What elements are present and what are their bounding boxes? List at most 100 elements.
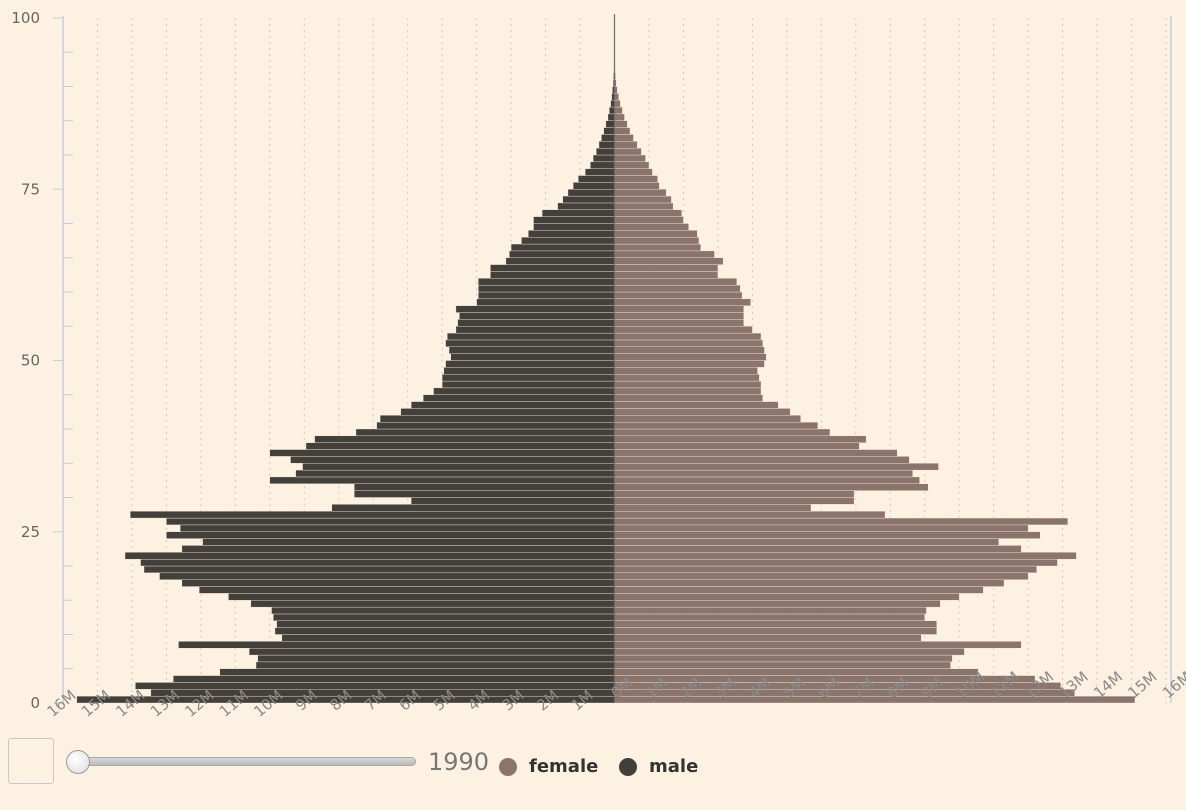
legend-item-male[interactable]: male: [619, 755, 709, 779]
male-bar-age-21: [124, 552, 615, 560]
female-bar-age-40: [614, 421, 819, 430]
male-bar-age-68: [528, 230, 615, 238]
male-bar-age-13: [271, 606, 615, 615]
year-slider-track[interactable]: [72, 757, 416, 766]
female-bar-age-11: [614, 620, 937, 628]
male-bar-age-66: [510, 243, 615, 252]
male-bar-age-52: [445, 339, 615, 347]
male-bar-age-50: [450, 353, 615, 361]
legend-dot-female: [499, 758, 517, 776]
male-bar-age-10: [274, 627, 615, 635]
male-bar-age-18: [159, 572, 615, 580]
male-bar-age-14: [250, 600, 615, 608]
male-bar-age-83: [603, 127, 615, 135]
female-bar-age-29: [614, 497, 855, 505]
male-bar-age-32: [269, 476, 615, 484]
x-tick-label-right-16M: 16M: [1159, 668, 1186, 702]
male-bar-age-60: [478, 284, 615, 293]
male-bar-age-24: [166, 531, 615, 539]
legend-dot-male: [619, 758, 637, 776]
female-bar-age-21: [614, 552, 1077, 560]
male-bar-age-35: [290, 456, 615, 464]
female-bar-age-41: [614, 415, 801, 423]
female-bar-age-52: [614, 339, 763, 347]
male-bar-age-5: [255, 661, 615, 669]
female-bar-age-13: [614, 606, 927, 615]
female-bar-age-5: [614, 661, 951, 669]
female-bar-age-51: [614, 346, 765, 354]
male-bar-age-71: [541, 209, 615, 217]
female-bar-age-35: [614, 456, 910, 464]
y-tick-label-50: 50: [21, 352, 40, 370]
female-bar-age-74: [614, 189, 667, 197]
female-bar-age-8: [614, 641, 1022, 649]
male-bar-age-7: [248, 648, 615, 656]
male-bar-age-17: [181, 579, 615, 587]
male-bar-age-76: [578, 175, 615, 183]
female-bar-age-60: [614, 284, 741, 293]
y-axis-tick-labels: 0 25 50 75 100: [11, 9, 40, 712]
female-bar-age-66: [614, 243, 701, 252]
male-bar-age-30: [354, 490, 615, 498]
female-bar-age-53: [614, 332, 762, 341]
male-bar-age-28: [331, 504, 615, 512]
male-bar-age-29: [410, 497, 615, 505]
female-bar-age-71: [614, 209, 682, 217]
female-bar-age-14: [614, 600, 941, 608]
female-bar-age-83: [614, 127, 631, 135]
female-bar-age-6: [614, 654, 953, 663]
male-bar-age-11: [276, 620, 615, 628]
female-bar-age-38: [614, 435, 867, 443]
female-bar-age-58: [614, 298, 751, 306]
male-bar-age-15: [228, 593, 615, 601]
male-bar-age-27: [130, 511, 615, 519]
x-tick-label-left-14M: 14M: [112, 686, 148, 720]
male-bar-age-22: [181, 545, 615, 553]
male-bar-age-70: [533, 216, 615, 224]
female-bar-age-49: [614, 360, 765, 368]
male-bar-age-41: [379, 415, 615, 423]
male-bar-age-46: [441, 380, 615, 389]
female-bar-age-36: [614, 449, 898, 457]
female-bar-age-39: [614, 428, 831, 437]
female-bar-age-72: [614, 202, 674, 210]
playback-controls: 1990 female male: [0, 730, 1186, 810]
male-bar-age-16: [198, 586, 615, 594]
year-slider-handle[interactable]: [66, 750, 90, 774]
male-bar-age-43: [410, 401, 615, 409]
axes: [53, 16, 1172, 704]
male-bar-age-67: [521, 237, 615, 245]
male-bar-age-65: [509, 250, 615, 258]
female-bar-age-88: [614, 93, 619, 101]
female-bar-age-77: [614, 168, 653, 176]
female-bar-age-85: [614, 113, 625, 121]
male-bar-age-62: [490, 271, 615, 279]
legend-item-female[interactable]: female: [499, 755, 599, 779]
female-bar-age-54: [614, 326, 753, 334]
male-bar-age-8: [178, 641, 615, 649]
female-bar-age-78: [614, 161, 650, 169]
female-bar-age-68: [614, 230, 698, 238]
male-bar-age-9: [281, 634, 615, 642]
female-bar-age-12: [614, 613, 925, 621]
male-bar-age-45: [433, 387, 615, 395]
male-bar-age-25: [180, 524, 615, 532]
female-bar-age-28: [614, 504, 812, 512]
female-bar-age-82: [614, 134, 634, 142]
female-bar-age-84: [614, 120, 628, 128]
female-bar-age-24: [614, 531, 1041, 539]
female-bar-age-23: [614, 538, 1000, 546]
male-bar-age-53: [447, 332, 615, 341]
female-bar-age-56: [614, 312, 744, 320]
female-bar-age-31: [614, 483, 929, 491]
female-bar-age-34: [614, 463, 939, 471]
male-bar-age-57: [455, 305, 615, 313]
female-bar-age-61: [614, 278, 738, 286]
female-bar-age-86: [614, 106, 623, 115]
play-button[interactable]: [8, 738, 54, 784]
male-bar-age-44: [423, 394, 615, 402]
male-series-bars: [76, 45, 615, 704]
male-bar-age-42: [400, 408, 615, 416]
male-bar-age-20: [140, 558, 615, 567]
male-bar-age-85: [607, 113, 615, 121]
